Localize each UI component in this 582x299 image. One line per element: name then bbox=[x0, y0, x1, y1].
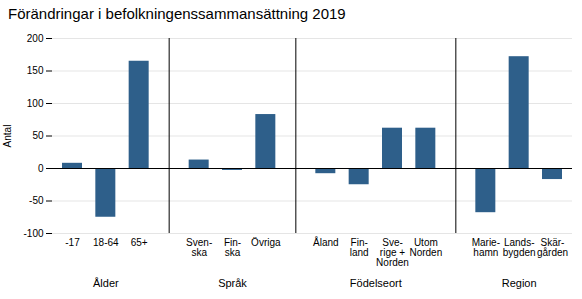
svg-text:-50: -50 bbox=[29, 195, 44, 206]
svg-text:Lands-bygden: Lands-bygden bbox=[503, 237, 536, 258]
html-text:Förändringar i befolkningenssa: Förändringar i befolkningenssammansättni… bbox=[8, 5, 346, 22]
svg-text:100: 100 bbox=[27, 98, 44, 109]
svg-text:Språk: Språk bbox=[218, 277, 247, 289]
svg-text:Åland: Åland bbox=[313, 236, 339, 248]
svg-text:Sven-ska: Sven-ska bbox=[186, 237, 212, 258]
svg-text:-17: -17 bbox=[65, 237, 80, 248]
svg-text:Skär-gården: Skär-gården bbox=[537, 237, 568, 258]
svg-text:Övriga: Övriga bbox=[251, 237, 281, 248]
svg-text:0: 0 bbox=[38, 163, 44, 174]
svg-text:Region: Region bbox=[502, 277, 537, 289]
svg-text:18-64: 18-64 bbox=[93, 237, 119, 248]
svg-text:-100: -100 bbox=[23, 228, 43, 239]
svg-text:UtomNorden: UtomNorden bbox=[409, 237, 442, 258]
svg-text:50: 50 bbox=[32, 130, 44, 141]
svg-text:65+: 65+ bbox=[131, 237, 148, 248]
svg-text:Sve-rige +Norden: Sve-rige +Norden bbox=[376, 237, 409, 268]
svg-text:150: 150 bbox=[27, 65, 44, 76]
svg-text:Antal: Antal bbox=[2, 125, 13, 148]
svg-text:Marie-hamn: Marie-hamn bbox=[472, 237, 500, 258]
svg-text:Fin-land: Fin-land bbox=[350, 237, 369, 258]
svg-text:Fin-ska: Fin-ska bbox=[224, 237, 241, 258]
svg-text:200: 200 bbox=[27, 33, 44, 44]
svg-text:Födelseort: Födelseort bbox=[350, 277, 402, 289]
svg-text:Ålder: Ålder bbox=[93, 277, 119, 289]
